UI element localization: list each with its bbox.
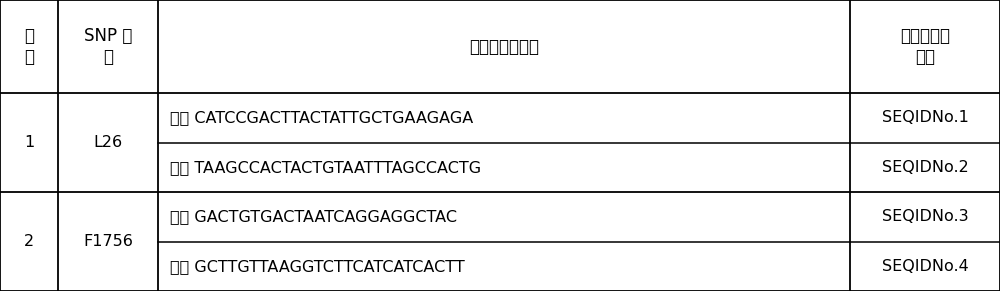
Text: 扩增引物对序列: 扩增引物对序列 <box>469 38 539 56</box>
Text: 下游 GCTTGTTAAGGTCTTCATCATCACTT: 下游 GCTTGTTAAGGTCTTCATCATCACTT <box>170 259 465 274</box>
Text: 上游 GACTGTGACTAATCAGGAGGCTAC: 上游 GACTGTGACTAATCAGGAGGCTAC <box>170 209 457 224</box>
Text: SEQIDNo.3: SEQIDNo.3 <box>882 209 968 224</box>
Text: 2: 2 <box>24 234 34 249</box>
Text: 下游 TAAGCCACTACTGTAATTTAGCCACTG: 下游 TAAGCCACTACTGTAATTTAGCCACTG <box>170 160 481 175</box>
Text: SEQIDNo.4: SEQIDNo.4 <box>882 259 968 274</box>
Text: F1756: F1756 <box>83 234 133 249</box>
Text: SNP 位
点: SNP 位 点 <box>84 27 132 66</box>
Text: SEQIDNo.1: SEQIDNo.1 <box>882 110 968 125</box>
Text: 上游 CATCCGACTTACTATTGCTGAAGAGA: 上游 CATCCGACTTACTATTGCTGAAGAGA <box>170 110 473 125</box>
Text: L26: L26 <box>93 135 123 150</box>
Text: 1: 1 <box>24 135 34 150</box>
Text: SEQIDNo.2: SEQIDNo.2 <box>882 160 968 175</box>
Text: 序列表中的
序号: 序列表中的 序号 <box>900 27 950 66</box>
Text: 序
号: 序 号 <box>24 27 34 66</box>
